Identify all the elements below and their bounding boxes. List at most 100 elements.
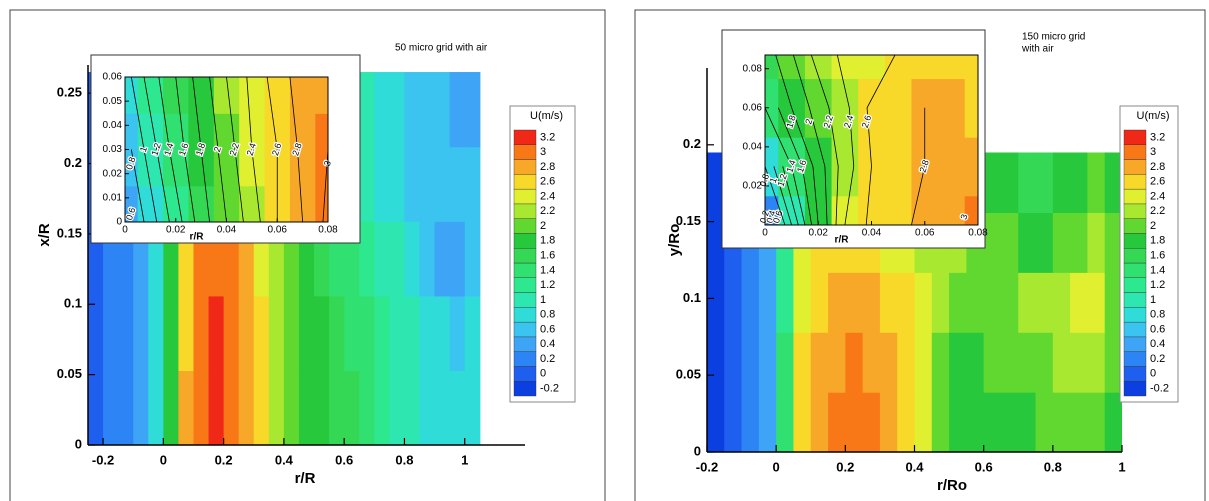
contour-line — [226, 77, 244, 222]
x-tick-label: 0.8 — [395, 452, 413, 467]
legend-swatch — [513, 366, 537, 382]
y-tick-label: 0.1 — [64, 296, 82, 311]
cell — [1000, 272, 1019, 333]
cell — [931, 332, 950, 393]
legend-label: 0.2 — [1150, 353, 1165, 365]
contour-line — [775, 55, 819, 225]
legend-swatch — [1123, 381, 1147, 397]
cell — [845, 332, 864, 393]
inset-x-tick-label: 0 — [122, 225, 128, 236]
contour-line — [130, 149, 145, 222]
y-tick-label: 0.1 — [683, 290, 701, 305]
cell — [298, 370, 315, 445]
legend-label: 1.4 — [1150, 264, 1165, 276]
cell — [911, 195, 939, 225]
cell — [914, 392, 933, 452]
cell — [858, 55, 886, 80]
cell — [133, 295, 149, 372]
cell — [434, 72, 451, 148]
cell — [389, 295, 406, 372]
y-tick-label: 0 — [75, 436, 82, 451]
legend-label: 1.6 — [1150, 250, 1165, 262]
contour-line — [246, 77, 261, 222]
cell — [178, 295, 195, 372]
contour-line — [792, 55, 828, 225]
contour-label: 3 — [322, 159, 333, 167]
contour-line — [777, 107, 812, 225]
cell — [374, 146, 390, 222]
cell — [810, 392, 829, 452]
legend-label: 0.8 — [540, 309, 555, 321]
inset-x-tick-label: 0.08 — [968, 228, 988, 239]
cell — [758, 272, 777, 333]
legend-label: 0 — [1150, 368, 1156, 380]
cell — [1087, 152, 1106, 213]
legend-swatch — [513, 188, 537, 205]
cell — [374, 221, 390, 297]
cell — [213, 185, 240, 222]
cell — [344, 295, 360, 372]
cell — [315, 77, 328, 114]
cell — [434, 370, 451, 445]
cell — [188, 185, 215, 222]
cell — [434, 221, 451, 297]
y-tick-label: 0.2 — [64, 155, 82, 170]
cell — [208, 295, 225, 372]
legend-swatch — [513, 129, 537, 145]
contour-line — [322, 149, 328, 222]
cell — [949, 272, 967, 333]
cell — [897, 392, 916, 452]
cell — [884, 137, 913, 197]
y-tick-label: 0.15 — [57, 225, 82, 240]
cell — [724, 272, 743, 333]
cell — [404, 370, 421, 445]
inset-y-tick-label: 0.01 — [103, 192, 123, 203]
panel-border — [634, 9, 1206, 501]
legend-label: -0.2 — [540, 383, 559, 395]
legend-label: 3.2 — [540, 131, 555, 143]
cell — [949, 392, 967, 452]
contour-label: 1 — [768, 176, 779, 184]
y-tick-label: 0.25 — [57, 85, 82, 100]
x-tick-label: 0.8 — [1044, 459, 1062, 474]
cell — [1104, 152, 1122, 213]
contour-label: 1 — [138, 145, 149, 153]
cell — [344, 370, 360, 445]
cell — [1052, 212, 1071, 273]
cell — [359, 72, 375, 148]
cell — [163, 113, 190, 187]
legend-label: 1.2 — [1150, 279, 1165, 291]
cell — [707, 152, 725, 213]
contour-line — [865, 55, 896, 225]
cell — [314, 295, 330, 372]
cell — [88, 370, 104, 445]
contour-line — [810, 55, 839, 225]
cell — [776, 332, 795, 393]
legend-label: 2.4 — [540, 190, 555, 202]
legend-label: 2 — [1150, 220, 1156, 232]
cell — [464, 370, 481, 445]
inset-y-tick-label: 0 — [116, 217, 122, 228]
cell — [449, 72, 466, 148]
contour-line — [158, 77, 183, 222]
inset-x-tick-label: 0.06 — [915, 228, 935, 239]
cell — [1035, 272, 1054, 333]
cell — [223, 295, 240, 372]
legend-label: 1 — [540, 294, 546, 306]
legend-swatch — [513, 381, 537, 397]
cell — [315, 113, 328, 187]
legend-swatch — [513, 203, 537, 219]
cell — [938, 195, 966, 225]
legend-swatch — [1123, 218, 1147, 234]
legend-swatch — [1123, 188, 1147, 205]
x-tick-label: 0.4 — [275, 452, 294, 467]
cell — [1070, 392, 1089, 452]
cell — [1070, 152, 1089, 213]
y-axis-label: y/Ro — [666, 224, 683, 257]
panel-border — [9, 9, 606, 501]
cell — [862, 392, 881, 452]
legend-label: 2.8 — [1150, 161, 1165, 173]
cell — [707, 272, 725, 333]
annotation: with air — [1021, 44, 1054, 55]
